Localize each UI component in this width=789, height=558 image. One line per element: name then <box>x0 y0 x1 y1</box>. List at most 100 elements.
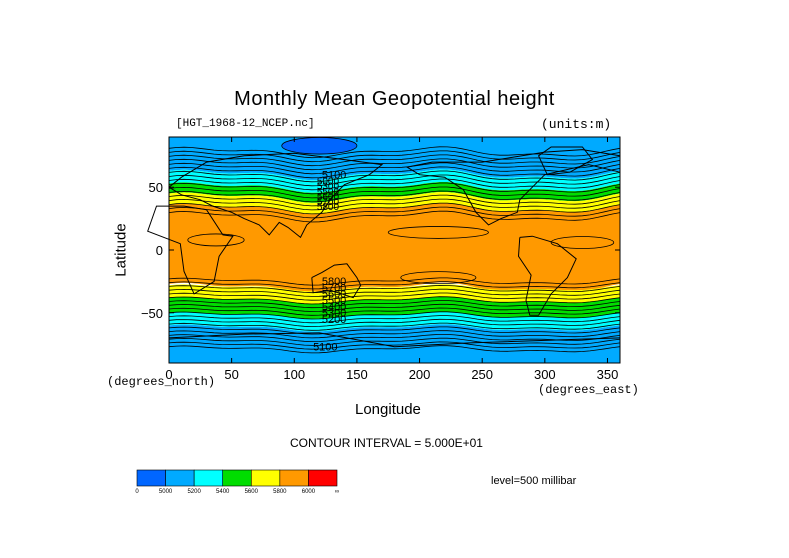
x-axis-units: (degrees_east) <box>538 383 639 397</box>
coastline <box>147 205 234 295</box>
contour-line <box>168 210 621 223</box>
contour-line <box>168 190 621 203</box>
y-axis-title: Latitude <box>112 223 130 277</box>
contour-line <box>168 202 621 215</box>
coastline <box>168 152 384 239</box>
contour-line <box>168 292 621 301</box>
x-tick-label: 300 <box>534 367 556 382</box>
x-tick-label: 50 <box>224 367 238 382</box>
low-pressure-center <box>281 137 358 155</box>
contour-line <box>168 345 621 354</box>
contour-line <box>168 158 621 171</box>
contour-line <box>168 326 621 335</box>
colorbar-label: 5600 <box>245 489 259 495</box>
x-tick-label: 150 <box>346 367 368 382</box>
contour-line <box>168 194 621 207</box>
y-tick-label: −50 <box>141 306 163 321</box>
contour-label: 5700 <box>322 282 346 294</box>
colorbar-label: 0 <box>135 489 139 495</box>
contour-label: 5300 <box>317 182 340 193</box>
x-tick-label: 350 <box>597 367 619 382</box>
contour-line <box>168 198 621 211</box>
colorbar-swatch <box>279 469 309 487</box>
contour-label: 5800 <box>322 276 346 288</box>
contour-label: 5100 <box>322 169 346 181</box>
closed-contour <box>387 226 489 239</box>
x-tick-label: 100 <box>283 367 305 382</box>
units-label: (units:m) <box>541 117 612 132</box>
dataset-file-label: [HGT_1968-12_NCEP.nc] <box>176 118 315 130</box>
contour-line <box>168 174 621 187</box>
colorbar: 0 5000 5200 5400 5600 5800 6000 ∞ <box>135 469 339 495</box>
y-tick-label: 50 <box>149 180 163 195</box>
coastline <box>311 263 362 299</box>
contour-line <box>168 337 621 346</box>
contour-label: 5500 <box>317 187 340 198</box>
contour-interval-label: CONTOUR INTERVAL = 5.000E+01 <box>290 436 483 450</box>
coastline <box>537 146 594 176</box>
contour-label: 5300 <box>322 308 346 320</box>
contour-label: 5600 <box>322 289 346 301</box>
contour-line <box>168 186 621 199</box>
contour-label: 5000 <box>317 177 340 188</box>
y-axis: 50 0 −50 <box>141 180 620 321</box>
contour-line <box>168 146 621 159</box>
colorbar-label: 5400 <box>216 489 230 495</box>
colorbar-swatch <box>193 469 224 487</box>
coastlines <box>147 146 621 348</box>
contour-line <box>168 182 621 195</box>
coastline <box>517 235 577 316</box>
contour-line <box>168 277 621 286</box>
y-axis-units: (degrees_north) <box>107 375 216 389</box>
band-5800-6000 <box>169 203 620 294</box>
x-axis: 0 50 100 150 200 250 300 350 <box>165 137 618 382</box>
colorbar-swatch <box>136 469 166 487</box>
contour-line <box>168 296 621 305</box>
x-tick-label: 0 <box>165 367 172 382</box>
pressure-level-label: level=500 millibar <box>491 475 577 487</box>
x-tick-label: 200 <box>409 367 431 382</box>
contour-line <box>168 150 621 163</box>
colorbar-swatch <box>222 469 252 487</box>
contour-label: 5200 <box>322 314 346 326</box>
contour-line <box>168 341 621 350</box>
colorbar-label: 5800 <box>273 489 287 495</box>
contour-line <box>168 178 621 191</box>
contour-line <box>168 281 621 290</box>
colorbar-label: 5000 <box>159 489 173 495</box>
contour-line <box>168 315 621 324</box>
contour-label: 5500 <box>322 295 346 307</box>
contour-line <box>168 318 621 328</box>
contour-line <box>168 288 621 297</box>
x-axis-title: Longitude <box>355 401 421 418</box>
contour-line <box>168 170 621 183</box>
band-5000-5200 <box>169 324 620 363</box>
contour-line <box>168 307 621 316</box>
contour-line <box>168 206 621 219</box>
colorbar-label: 6000 <box>302 489 316 495</box>
contour-line <box>168 154 621 167</box>
colorbar-label: 5200 <box>187 489 201 495</box>
coastline <box>168 332 621 348</box>
contour-line <box>168 303 621 312</box>
closed-contour <box>550 236 615 249</box>
coastline <box>405 149 621 226</box>
contour-label: 5800 <box>317 202 340 213</box>
contour-label: 5400 <box>322 301 346 313</box>
colorbar-swatch <box>250 469 281 487</box>
contour-line <box>168 284 621 294</box>
contour-label: 5600 <box>317 192 340 203</box>
chart-title: Monthly Mean Geopotential height <box>234 88 555 110</box>
y-tick-label: 0 <box>156 243 163 258</box>
closed-contour <box>187 233 245 247</box>
band-5200-5400 <box>169 311 620 332</box>
band-5600-5800 <box>169 192 620 215</box>
contour-labels: 5100580057005600550054005300520051005000… <box>313 169 346 353</box>
x-tick-label: 250 <box>471 367 493 382</box>
contour-label: 5700 <box>317 197 340 208</box>
band-5600-5800 <box>169 284 620 304</box>
contour-line <box>168 322 621 331</box>
colorbar-swatch <box>308 469 338 487</box>
colorbar-label: ∞ <box>335 489 339 495</box>
